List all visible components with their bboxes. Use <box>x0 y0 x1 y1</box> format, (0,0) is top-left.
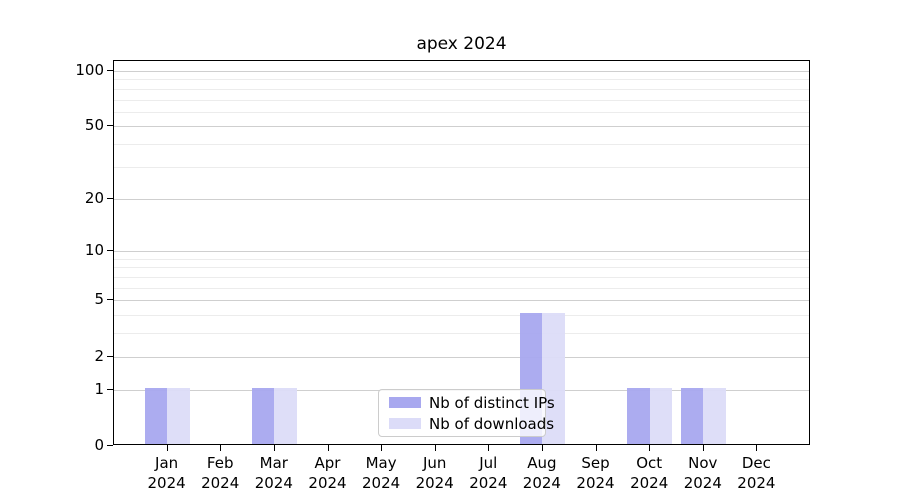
gridline-minor <box>114 315 809 317</box>
gridline-minor <box>114 79 809 81</box>
bar-distinct-ips <box>627 387 650 444</box>
x-tick-label: Oct 2024 <box>630 454 669 492</box>
x-tick-label: Nov 2024 <box>683 454 722 492</box>
legend-swatch-distinct-ips <box>389 397 421 408</box>
x-tick-label: Dec 2024 <box>737 454 776 492</box>
gridline-major <box>114 126 809 128</box>
gridline-minor <box>114 88 809 90</box>
gridline-major <box>114 198 809 200</box>
bar-downloads <box>649 387 673 444</box>
x-tick-mark <box>273 445 275 451</box>
x-tick-label: Mar 2024 <box>254 454 293 492</box>
x-tick-mark <box>166 445 168 451</box>
x-tick-mark <box>756 445 758 451</box>
y-tick-label: 50 <box>84 116 104 135</box>
y-tick-label: 5 <box>94 290 104 309</box>
x-tick-label: Sep 2024 <box>576 454 615 492</box>
gridline-minor <box>114 277 809 278</box>
legend-label-distinct-ips: Nb of distinct IPs <box>429 393 555 412</box>
x-tick-mark <box>649 445 651 451</box>
x-tick-mark <box>381 445 383 451</box>
gridline-major <box>114 70 809 72</box>
y-tick-label: 2 <box>94 346 104 365</box>
bar-distinct-ips <box>251 387 275 444</box>
gridline-minor <box>114 99 809 101</box>
y-tick-mark <box>107 250 113 252</box>
y-tick-label: 10 <box>84 241 104 260</box>
x-tick-label: May 2024 <box>362 454 401 492</box>
y-tick-mark <box>107 388 113 390</box>
gridline-minor <box>114 287 809 289</box>
y-tick-label: 1 <box>94 379 104 398</box>
gridline-minor <box>114 267 809 269</box>
gridline-major <box>114 300 809 302</box>
bar-distinct-ips <box>144 387 168 444</box>
y-tick-mark <box>107 197 113 199</box>
x-tick-mark <box>327 445 329 451</box>
x-tick-label: Jan 2024 <box>147 454 186 492</box>
legend-item-downloads: Nb of downloads <box>389 415 554 433</box>
y-tick-mark <box>107 299 113 301</box>
x-tick-mark <box>595 445 597 451</box>
gridline-major <box>114 251 809 253</box>
gridline-minor <box>114 333 809 335</box>
chart-title: apex 2024 <box>416 34 507 54</box>
x-tick-mark <box>541 445 543 451</box>
gridline-minor <box>114 144 809 146</box>
gridline-minor <box>114 166 809 168</box>
legend: Nb of distinct IPs Nb of downloads <box>378 389 555 437</box>
y-tick-mark <box>107 445 113 446</box>
x-tick-mark <box>220 445 222 451</box>
y-tick-mark <box>107 69 113 71</box>
gridline-minor <box>114 111 809 113</box>
gridline-major <box>114 356 809 358</box>
bar-distinct-ips <box>680 387 704 444</box>
gridline-minor <box>114 258 809 260</box>
y-tick-label: 0 <box>94 436 104 454</box>
x-tick-mark <box>702 445 704 451</box>
legend-item-distinct-ips: Nb of distinct IPs <box>389 394 555 412</box>
bar-downloads <box>542 313 565 444</box>
legend-label-downloads: Nb of downloads <box>429 414 555 433</box>
y-tick-label: 100 <box>75 60 104 79</box>
bar-downloads <box>274 387 297 444</box>
x-tick-label: Jun 2024 <box>415 454 454 492</box>
x-tick-label: Aug 2024 <box>522 454 561 492</box>
bar-downloads <box>703 387 726 444</box>
x-tick-label: Jul 2024 <box>469 454 508 492</box>
legend-swatch-downloads <box>389 418 421 429</box>
y-tick-mark <box>107 355 113 357</box>
y-tick-label: 20 <box>84 188 104 207</box>
y-tick-mark <box>107 125 113 127</box>
x-tick-mark <box>434 445 436 451</box>
x-tick-label: Feb 2024 <box>201 454 240 492</box>
bar-downloads <box>167 387 190 444</box>
x-tick-label: Apr 2024 <box>308 454 347 492</box>
plot-area <box>113 60 810 445</box>
x-tick-mark <box>488 445 490 451</box>
